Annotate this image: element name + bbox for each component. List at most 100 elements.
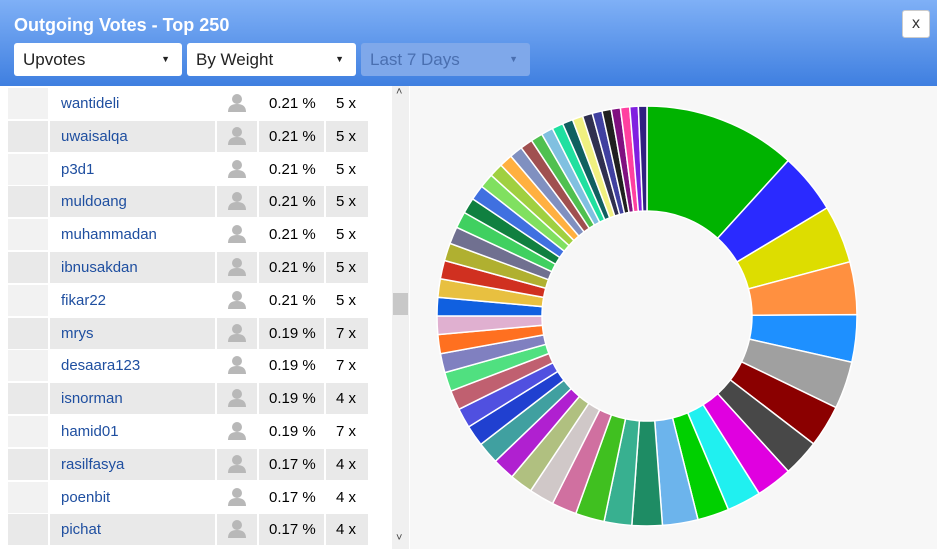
user-icon	[217, 219, 257, 251]
username[interactable]: muhammadan	[50, 219, 215, 251]
row-spacer	[8, 383, 48, 415]
vote-count: 5 x	[326, 153, 368, 185]
row-spacer	[8, 219, 48, 251]
icon	[228, 94, 246, 112]
table-row[interactable]: ibnusakdan 0.21 % 5 x	[8, 252, 368, 284]
row-spacer	[8, 88, 48, 119]
table-row[interactable]: fikar22 0.21 % 5 x	[8, 284, 368, 317]
vote-count: 5 x	[326, 88, 368, 119]
table-row[interactable]: wantideli 0.21 % 5 x	[8, 88, 368, 120]
vote-share: 0.21 %	[259, 284, 324, 316]
vote-count: 5 x	[326, 219, 368, 251]
vote-share: 0.19 %	[259, 383, 324, 415]
username[interactable]: mrys	[50, 317, 215, 349]
table-row[interactable]: desaara123 0.19 % 7 x	[8, 350, 368, 382]
user-icon	[217, 514, 257, 546]
dropdown[interactable]: By Weight ▼	[187, 43, 356, 76]
username[interactable]: uwaisalqa	[50, 120, 215, 152]
user-icon	[217, 284, 257, 316]
icon	[228, 258, 246, 276]
vote-share: 0.21 %	[259, 120, 324, 152]
icon	[228, 323, 246, 342]
user-icon	[217, 317, 257, 349]
user-icon	[217, 383, 257, 415]
icon	[228, 520, 246, 539]
username[interactable]: rasilfasya	[50, 448, 215, 480]
icon	[228, 225, 246, 244]
username[interactable]: wantideli	[50, 88, 215, 119]
user-icon	[217, 88, 257, 119]
row-spacer	[8, 350, 48, 382]
dropdown-label: By Weight	[196, 50, 274, 69]
row-spacer	[8, 448, 48, 480]
icon	[228, 159, 246, 178]
table-row[interactable]: poenbit 0.17 % 4 x	[8, 481, 368, 514]
username[interactable]: ibnusakdan	[50, 252, 215, 283]
icon	[228, 192, 246, 211]
row-spacer	[8, 284, 48, 316]
table-row[interactable]: p3d1 0.21 % 5 x	[8, 153, 368, 186]
icon	[228, 487, 246, 506]
title: Outgoing Votes - Top 250	[14, 15, 230, 35]
dropdown: Last 7 Days ▼	[361, 43, 530, 76]
row-spacer	[8, 416, 48, 447]
dropdown-label: Last 7 Days	[370, 50, 460, 69]
table-row[interactable]: muldoang 0.21 % 5 x	[8, 186, 368, 218]
vote-count: 5 x	[326, 120, 368, 152]
user-icon	[217, 252, 257, 283]
username[interactable]: hamid01	[50, 416, 215, 447]
username[interactable]: pichat	[50, 514, 215, 546]
username[interactable]: desaara123	[50, 350, 215, 382]
username[interactable]: p3d1	[50, 153, 215, 185]
close-button[interactable]: x	[902, 10, 930, 38]
vote-share: 0.17 %	[259, 448, 324, 480]
icon	[228, 422, 246, 440]
dropdown[interactable]: Upvotes ▼	[14, 43, 182, 76]
user-icon	[217, 481, 257, 513]
table-row[interactable]: isnorman 0.19 % 4 x	[8, 383, 368, 415]
vote-count: 5 x	[326, 186, 368, 218]
table-row[interactable]: pichat 0.17 % 4 x	[8, 514, 368, 546]
icon	[228, 454, 246, 473]
donut-segment[interactable]	[637, 105, 648, 212]
vote-share: 0.21 %	[259, 252, 324, 283]
row-spacer	[8, 120, 48, 152]
row-spacer	[8, 186, 48, 218]
vote-count: 4 x	[326, 514, 368, 546]
dropdown-label: Upvotes	[23, 50, 86, 69]
vote-count: 5 x	[326, 252, 368, 283]
vote-share: 0.17 %	[259, 481, 324, 513]
icon	[228, 290, 246, 309]
vote-count: 4 x	[326, 481, 368, 513]
table-row[interactable]: hamid01 0.19 % 7 x	[8, 416, 368, 448]
vote-share: 0.19 %	[259, 416, 324, 447]
username[interactable]: isnorman	[50, 383, 215, 415]
row-spacer	[8, 153, 48, 185]
vote-count: 4 x	[326, 383, 368, 415]
vote-share: 0.19 %	[259, 317, 324, 349]
table-row[interactable]: muhammadan 0.21 % 5 x	[8, 219, 368, 251]
username[interactable]: muldoang	[50, 186, 215, 218]
donut-chart	[436, 105, 858, 527]
icon	[228, 389, 246, 408]
username[interactable]: poenbit	[50, 481, 215, 513]
row-spacer	[8, 317, 48, 349]
user-icon	[217, 186, 257, 218]
vote-count: 7 x	[326, 416, 368, 447]
user-icon	[217, 350, 257, 382]
row-spacer	[8, 252, 48, 283]
row-spacer	[8, 514, 48, 546]
vote-share: 0.21 %	[259, 186, 324, 218]
table-row[interactable]: uwaisalqa 0.21 % 5 x	[8, 120, 368, 153]
header: Outgoing Votes - Top 250 x Upvotes ▼ By W…	[0, 0, 937, 86]
user-icon	[217, 448, 257, 480]
user-icon	[217, 416, 257, 447]
user-icon	[217, 120, 257, 152]
username[interactable]: fikar22	[50, 284, 215, 316]
table-row[interactable]: rasilfasya 0.17 % 4 x	[8, 448, 368, 481]
vote-share: 0.21 %	[259, 88, 324, 119]
table-row[interactable]: mrys 0.19 % 7 x	[8, 317, 368, 350]
vote-share: 0.19 %	[259, 350, 324, 382]
scrollbar[interactable]: ˄ ˅	[392, 86, 409, 549]
